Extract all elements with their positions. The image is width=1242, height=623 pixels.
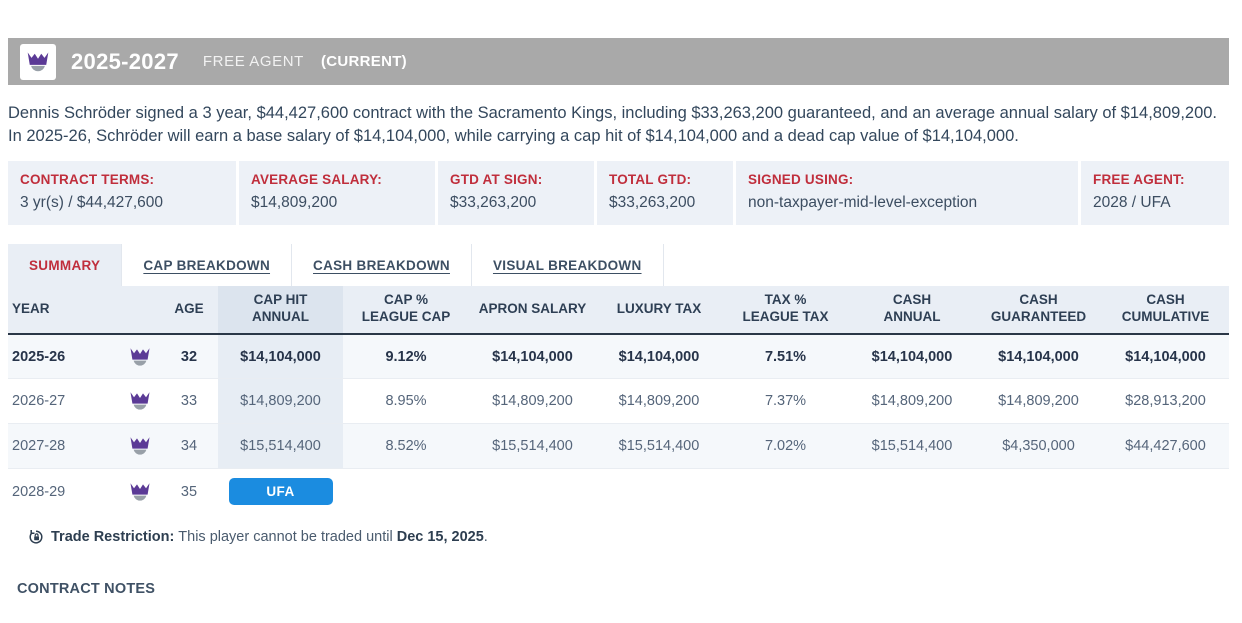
age-cell: 34 <box>160 423 218 470</box>
cap-hit-cell: $14,809,200 <box>218 378 343 425</box>
salary-table-header: YEAR AGE CAP HIT ANNUAL CAP % LEAGUE CAP A… <box>8 285 1229 335</box>
term-value: non-taxpayer-mid-level-exception <box>748 193 978 211</box>
apron-salary-cell: $14,809,200 <box>469 378 596 425</box>
term-label: GTD AT SIGN: <box>450 171 543 187</box>
term-average-salary: AVERAGE SALARY: $14,809,200 <box>239 160 435 225</box>
ufa-badge: UFA <box>228 478 333 506</box>
cash-guaranteed-cell: $14,104,000 <box>975 333 1102 380</box>
col-header-cash-cumulative: CASH CUMULATIVE <box>1102 285 1229 335</box>
col-header-cap-pct: CAP % LEAGUE CAP <box>343 285 469 335</box>
breakdown-tabs: SUMMARY CAP BREAKDOWN CASH BREAKDOWN VIS… <box>8 243 1229 286</box>
contract-years-title: 2025-2027 <box>71 48 179 74</box>
kings-logo-icon <box>128 389 152 413</box>
team-logo-cell <box>120 469 160 514</box>
year-cell: 2028-29 <box>12 483 66 500</box>
cap-pct-cell: 8.95% <box>343 378 469 425</box>
cash-annual-cell: $14,809,200 <box>849 378 975 425</box>
term-value: $33,263,200 <box>450 193 537 211</box>
apron-salary-cell: $15,514,400 <box>469 423 596 470</box>
cash-cumulative-cell: $28,913,200 <box>1102 378 1229 425</box>
team-logo-box <box>20 43 56 80</box>
apron-salary-cell: $14,104,000 <box>469 333 596 380</box>
cap-pct-cell: 8.52% <box>343 423 469 470</box>
age-cell: 35 <box>180 483 198 500</box>
team-logo-cell <box>120 333 160 380</box>
contract-summary-paragraph: Dennis Schröder signed a 3 year, $44,427… <box>8 104 1218 146</box>
table-row-2028-29: 2028-29 35 UFA <box>8 469 1229 514</box>
kings-logo-icon <box>128 345 152 369</box>
luxury-tax-cell: $15,514,400 <box>596 423 722 470</box>
kings-logo-icon <box>128 480 152 504</box>
term-signed-using: SIGNED USING: non-taxpayer-mid-level-exc… <box>736 160 1078 225</box>
cash-cumulative-cell: $44,427,600 <box>1102 423 1229 470</box>
col-header-team <box>120 285 160 335</box>
kings-logo-icon <box>128 434 152 458</box>
term-label: FREE AGENT: <box>1093 171 1185 187</box>
cap-pct-cell: 9.12% <box>343 333 469 380</box>
contract-terms-strip: CONTRACT TERMS: 3 yr(s) / $44,427,600 AV… <box>8 160 1229 225</box>
tax-pct-cell: 7.51% <box>722 333 849 380</box>
col-header-cash-annual: CASH ANNUAL <box>849 285 975 335</box>
table-row-2026-27: 2026-27 33 $14,809,200 8.95% $14,809,200… <box>8 378 1229 425</box>
term-total-gtd: TOTAL GTD: $33,263,200 <box>597 160 733 225</box>
tax-pct-cell: 7.02% <box>722 423 849 470</box>
trade-restriction-note: Trade Restriction: This player cannot be… <box>8 529 1229 545</box>
term-label: CONTRACT TERMS: <box>20 171 155 187</box>
team-logo-cell <box>120 423 160 470</box>
col-header-cash-guaranteed: CASH GUARANTEED <box>975 285 1102 335</box>
age-cell: 33 <box>160 378 218 425</box>
col-header-cap-hit: CAP HIT ANNUAL <box>218 285 343 335</box>
luxury-tax-cell: $14,104,000 <box>596 333 722 380</box>
table-row-2027-28: 2027-28 34 $15,514,400 8.52% $15,514,400… <box>8 423 1229 470</box>
col-header-apron-salary: APRON SALARY <box>469 285 596 335</box>
cash-guaranteed-cell: $4,350,000 <box>975 423 1102 470</box>
term-value: 3 yr(s) / $44,427,600 <box>20 193 164 211</box>
year-cell: 2026-27 <box>8 378 120 425</box>
col-header-age: AGE <box>160 285 218 335</box>
trade-restriction-text: This player cannot be traded until <box>178 528 393 545</box>
term-free-agent: FREE AGENT: 2028 / UFA <box>1081 160 1229 225</box>
term-label: TOTAL GTD: <box>609 171 692 187</box>
term-value: 2028 / UFA <box>1093 193 1171 211</box>
year-cell: 2027-28 <box>8 423 120 470</box>
trade-restriction-label: Trade Restriction: <box>51 528 175 545</box>
term-contract-terms: CONTRACT TERMS: 3 yr(s) / $44,427,600 <box>8 160 236 225</box>
team-logo-cell <box>120 378 160 425</box>
kings-logo-icon <box>25 49 51 75</box>
cap-hit-cell: $15,514,400 <box>218 423 343 470</box>
tab-cap-breakdown[interactable]: CAP BREAKDOWN <box>122 243 293 286</box>
term-gtd-at-sign: GTD AT SIGN: $33,263,200 <box>438 160 594 225</box>
cash-cumulative-cell: $14,104,000 <box>1102 333 1229 380</box>
term-value: $14,809,200 <box>251 193 338 211</box>
term-label: SIGNED USING: <box>748 171 854 187</box>
cash-annual-cell: $14,104,000 <box>849 333 975 380</box>
luxury-tax-cell: $14,809,200 <box>596 378 722 425</box>
contract-header-bar: 2025-2027 FREE AGENT (CURRENT) <box>8 38 1229 85</box>
age-cell: 32 <box>160 333 218 380</box>
tax-pct-cell: 7.37% <box>722 378 849 425</box>
tab-cash-breakdown[interactable]: CASH BREAKDOWN <box>292 243 472 286</box>
cash-annual-cell: $15,514,400 <box>849 423 975 470</box>
contract-type-label: FREE AGENT <box>202 53 304 70</box>
trade-restriction-date: Dec 15, 2025 <box>396 528 484 545</box>
tab-visual-breakdown[interactable]: VISUAL BREAKDOWN <box>472 243 664 286</box>
current-contract-label: (CURRENT) <box>320 53 407 70</box>
contract-notes-heading: CONTRACT NOTES <box>17 580 156 597</box>
term-value: $33,263,200 <box>609 193 696 211</box>
col-header-year: YEAR <box>8 285 120 335</box>
free-agent-badge-cell: UFA <box>218 469 343 514</box>
cap-hit-cell: $14,104,000 <box>218 333 343 380</box>
salary-table: YEAR AGE CAP HIT ANNUAL CAP % LEAGUE CAP A… <box>8 285 1229 514</box>
col-header-luxury-tax: LUXURY TAX <box>596 285 722 335</box>
year-cell: 2025-26 <box>8 333 120 380</box>
tab-summary[interactable]: SUMMARY <box>8 243 123 286</box>
trade-restriction-suffix: . <box>483 528 488 545</box>
trade-restriction-lock-icon <box>29 529 43 544</box>
table-row-2025-26: 2025-26 32 $14,104,000 9.12% $14,104,000… <box>8 333 1229 380</box>
term-label: AVERAGE SALARY: <box>251 171 383 187</box>
col-header-tax-pct: TAX % LEAGUE TAX <box>722 285 849 335</box>
cash-guaranteed-cell: $14,809,200 <box>975 378 1102 425</box>
